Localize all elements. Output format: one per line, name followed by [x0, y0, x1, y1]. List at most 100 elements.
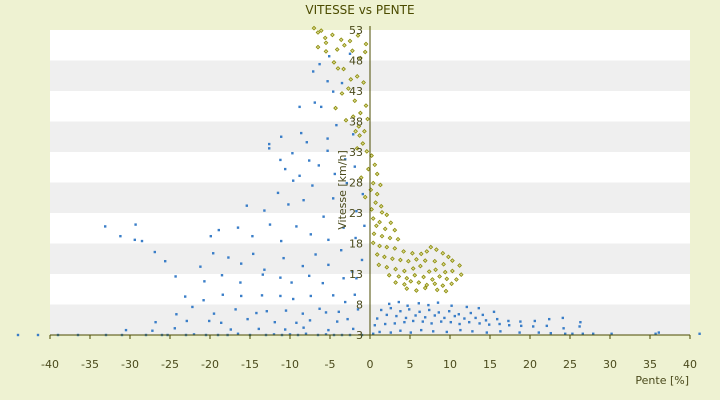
data-point	[380, 308, 383, 312]
data-point	[363, 41, 369, 47]
data-point	[311, 25, 317, 31]
data-point	[290, 281, 293, 284]
data-point	[351, 270, 354, 273]
data-point	[401, 249, 406, 254]
data-point	[408, 278, 414, 284]
data-point	[361, 192, 364, 196]
x-tick-label: -35	[81, 358, 99, 371]
data-point	[312, 70, 315, 73]
data-point	[362, 49, 368, 55]
data-point	[459, 328, 462, 332]
data-point	[308, 274, 311, 278]
x-axis-label: Pente [%]	[635, 374, 689, 387]
data-point	[326, 80, 329, 83]
data-point	[445, 330, 448, 334]
data-point	[357, 133, 362, 138]
data-point	[347, 38, 353, 44]
data-point	[315, 30, 321, 35]
data-point	[492, 310, 496, 314]
data-point	[234, 308, 237, 311]
data-point	[356, 308, 360, 311]
data-point	[698, 332, 701, 335]
data-point	[239, 281, 242, 284]
data-point	[291, 152, 294, 155]
data-point	[272, 333, 276, 336]
data-point	[292, 297, 295, 301]
data-point	[428, 244, 434, 250]
data-point	[396, 274, 402, 279]
x-tick-label: -10	[281, 358, 299, 371]
data-point	[369, 153, 374, 159]
data-point	[185, 319, 188, 323]
data-point	[424, 316, 427, 319]
chart-title: VITESSE vs PENTE	[305, 3, 414, 17]
data-point	[448, 310, 451, 313]
data-point	[236, 226, 240, 229]
data-point	[533, 319, 536, 323]
data-point	[342, 277, 345, 280]
data-point	[433, 314, 436, 317]
data-point	[370, 240, 376, 246]
data-point	[346, 317, 349, 321]
data-point	[390, 256, 395, 262]
y-tick-label: 18	[349, 238, 363, 251]
data-point	[335, 123, 338, 127]
data-point	[362, 194, 368, 200]
data-point	[355, 209, 358, 213]
data-point	[355, 33, 361, 38]
data-point	[282, 256, 285, 260]
data-point	[318, 307, 321, 310]
data-point	[308, 159, 311, 162]
data-point	[424, 282, 430, 288]
data-point	[202, 299, 205, 302]
data-point	[458, 322, 461, 326]
data-point	[279, 158, 282, 162]
data-point	[315, 44, 321, 50]
x-tick-label: 5	[407, 358, 414, 371]
data-point	[443, 316, 446, 320]
data-point	[346, 86, 351, 91]
data-point	[416, 280, 422, 285]
data-point	[484, 319, 488, 322]
data-point	[654, 332, 657, 335]
data-point	[519, 320, 522, 323]
data-point	[257, 327, 260, 331]
data-point	[412, 319, 415, 323]
data-point	[520, 324, 523, 328]
y-tick-label: 23	[349, 207, 363, 220]
x-tick-label: -20	[201, 358, 219, 371]
data-point	[454, 277, 459, 282]
data-point	[287, 203, 290, 206]
data-point	[327, 263, 330, 267]
data-point	[392, 227, 398, 233]
data-point	[284, 167, 287, 171]
data-point	[406, 258, 411, 264]
data-point	[453, 314, 456, 318]
data-point	[333, 105, 338, 111]
data-point	[428, 308, 431, 312]
data-point	[549, 331, 552, 335]
data-point	[378, 203, 384, 209]
data-point	[360, 141, 366, 146]
data-point	[318, 62, 321, 66]
data-point	[341, 66, 346, 72]
data-point	[370, 180, 376, 186]
data-point	[331, 59, 337, 65]
x-tick-label: 15	[483, 358, 497, 371]
data-point	[432, 330, 435, 333]
data-point	[561, 316, 564, 320]
y-tick-label: 13	[349, 268, 363, 281]
data-point	[268, 223, 272, 226]
data-point	[323, 48, 329, 54]
data-point	[373, 200, 378, 205]
data-point	[104, 225, 107, 228]
data-point	[321, 281, 324, 285]
y-tick-label: 8	[356, 299, 363, 312]
data-point	[302, 198, 305, 202]
data-point	[420, 328, 423, 332]
data-point	[468, 320, 471, 324]
data-point	[433, 267, 438, 273]
data-point	[430, 277, 435, 282]
y-tick-label: 48	[349, 55, 363, 68]
y-axis-label: Vitesse [km/h]	[336, 150, 349, 230]
